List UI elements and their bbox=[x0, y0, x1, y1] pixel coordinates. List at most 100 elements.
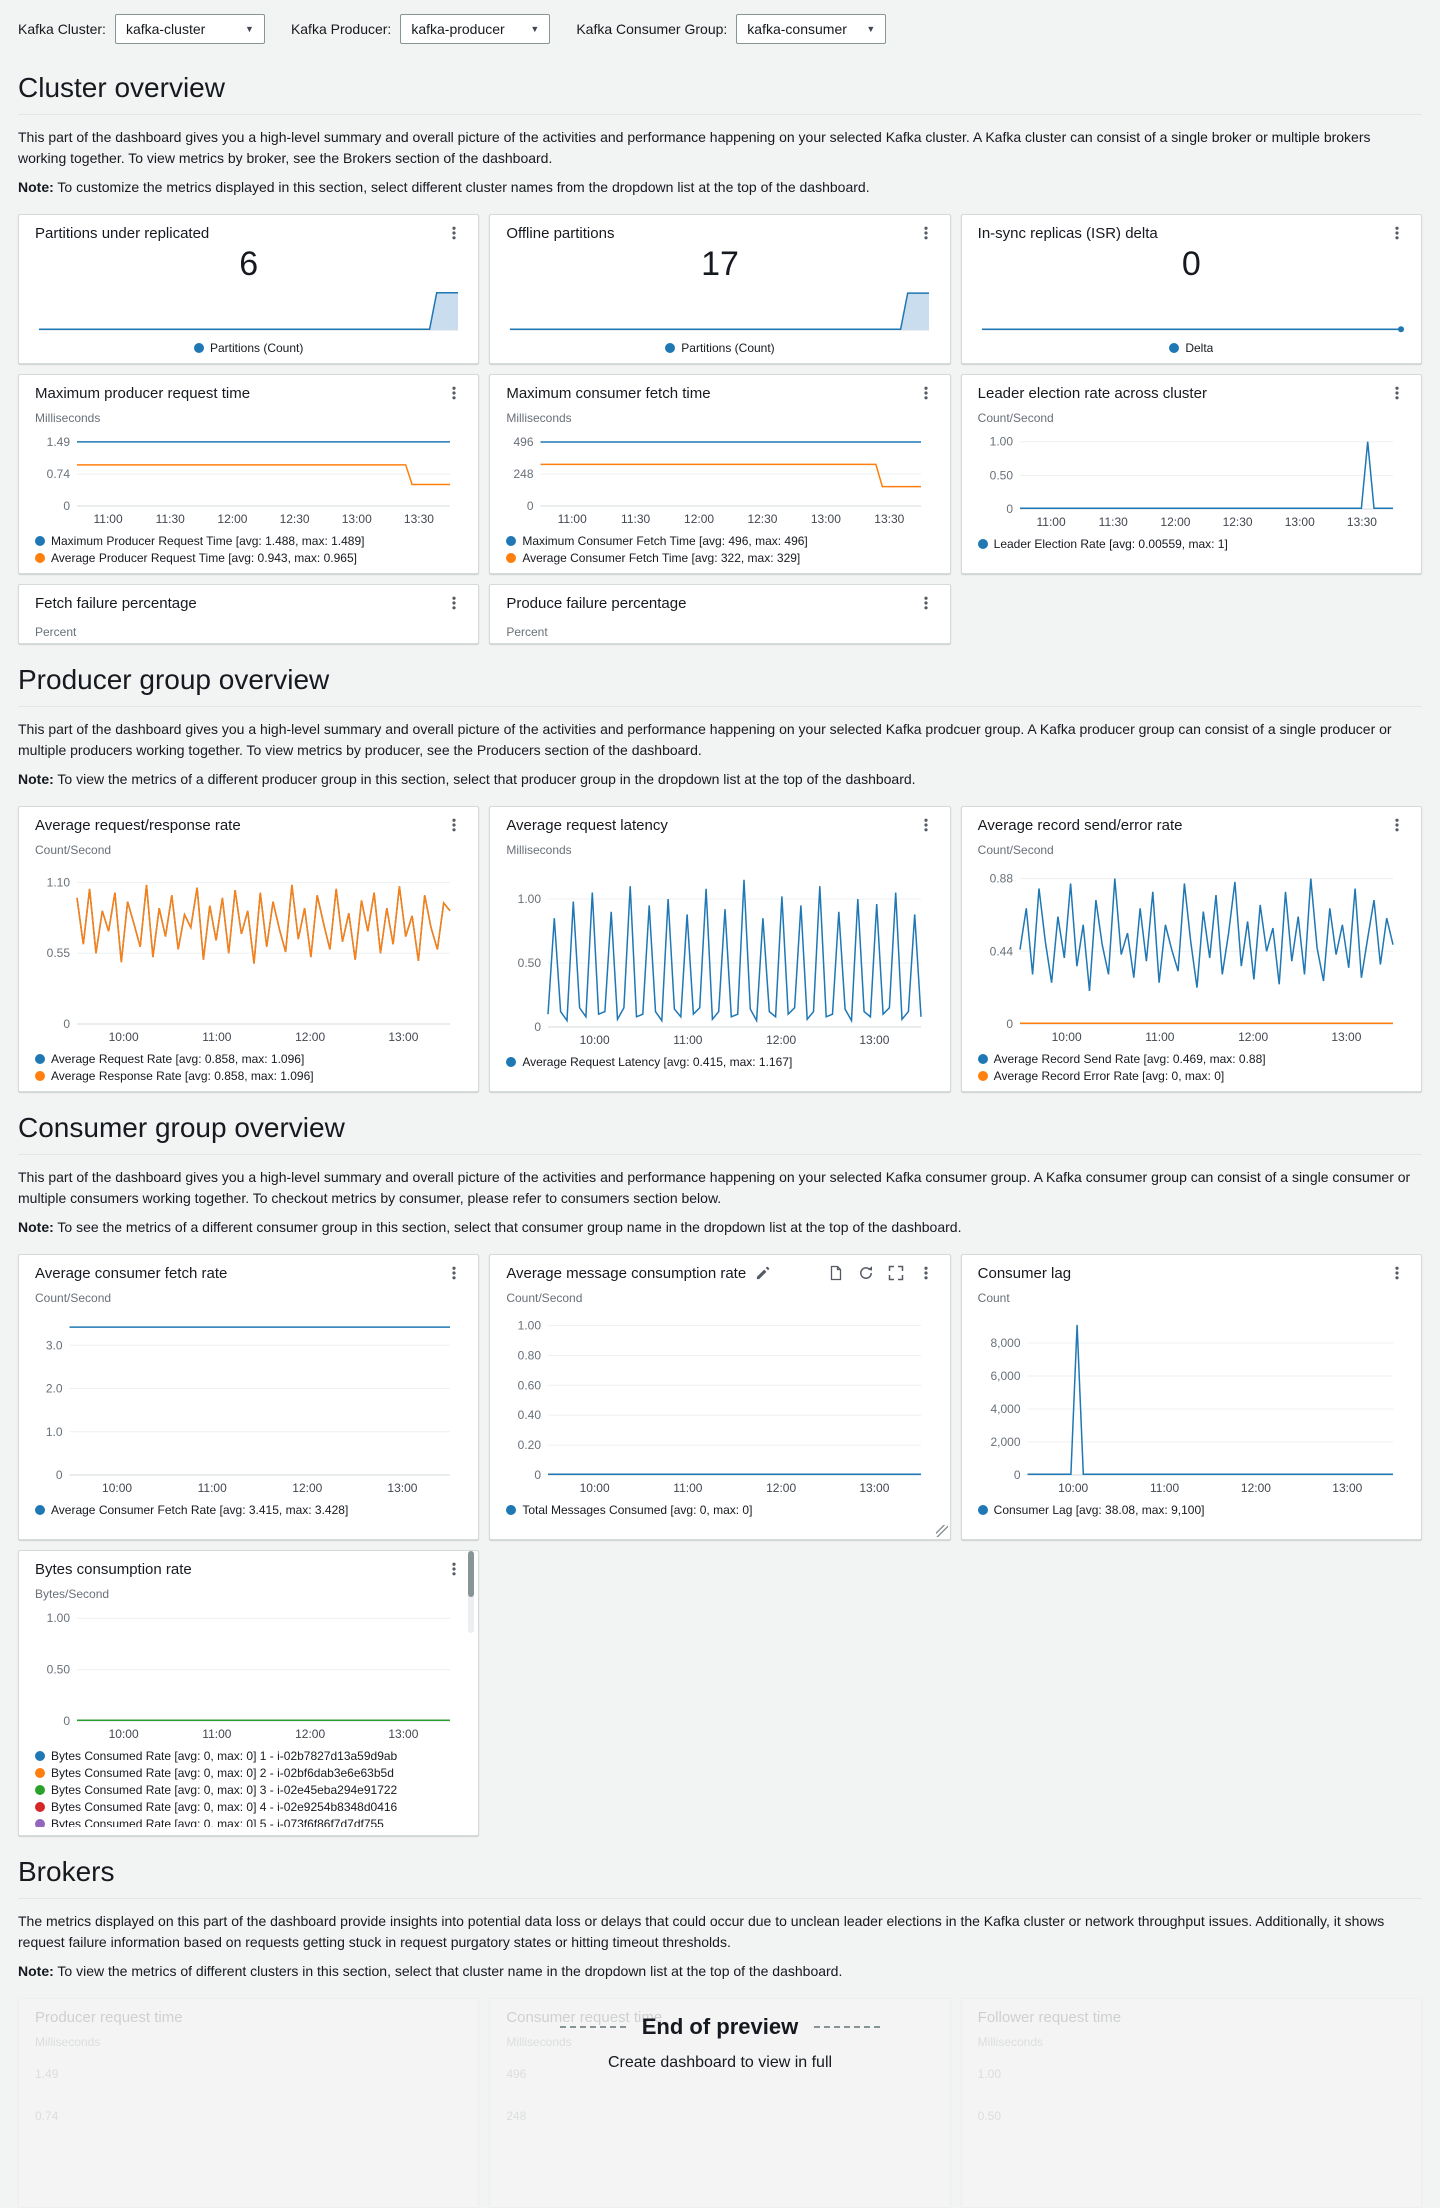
legend-item[interactable]: Bytes Consumed Rate [avg: 0, max: 0] 5 -… bbox=[35, 1817, 460, 1827]
kebab-menu-icon[interactable] bbox=[1389, 385, 1405, 401]
card-header: Fetch failure percentage bbox=[35, 595, 462, 613]
svg-text:13:30: 13:30 bbox=[404, 512, 434, 526]
metric-big-value: 6 bbox=[239, 245, 259, 283]
cluster-overview-note: Note: To customize the metrics displayed… bbox=[18, 177, 1422, 198]
expand-icon[interactable] bbox=[888, 1265, 904, 1281]
legend-color-dot bbox=[35, 1819, 45, 1827]
metric-big-value: 17 bbox=[701, 245, 739, 283]
legend-item[interactable]: Consumer Lag [avg: 38.08, max: 9,100] bbox=[977, 1503, 1405, 1517]
legend-item[interactable]: Average Consumer Fetch Time [avg: 322, m… bbox=[506, 551, 933, 565]
section-title-brokers: Brokers bbox=[18, 1852, 1422, 1899]
svg-text:11:00: 11:00 bbox=[198, 1481, 227, 1495]
kafka-cluster-select[interactable]: kafka-cluster ▼ bbox=[114, 14, 265, 44]
kebab-menu-icon[interactable] bbox=[1389, 817, 1405, 833]
kebab-menu-icon[interactable] bbox=[446, 385, 462, 401]
legend-item[interactable]: Maximum Consumer Fetch Time [avg: 496, m… bbox=[506, 534, 933, 548]
legend-item[interactable]: Average Producer Request Time [avg: 0.94… bbox=[35, 551, 462, 565]
export-icon[interactable] bbox=[828, 1265, 844, 1281]
kebab-menu-icon[interactable] bbox=[1389, 225, 1405, 241]
refresh-icon[interactable] bbox=[858, 1265, 874, 1281]
legend-item[interactable]: Average Response Rate [avg: 0.858, max: … bbox=[35, 1069, 462, 1083]
card-avg-record-send-error-rate: Average record send/error rate Count/Seco… bbox=[960, 806, 1422, 1092]
card-header: Average record send/error rate bbox=[978, 817, 1405, 835]
svg-text:1.0: 1.0 bbox=[46, 1425, 63, 1439]
note-text: To customize the metrics displayed in th… bbox=[57, 179, 870, 195]
svg-text:13:00: 13:00 bbox=[388, 1030, 418, 1044]
card-actions bbox=[918, 817, 934, 833]
kebab-menu-icon[interactable] bbox=[446, 595, 462, 611]
legend-item[interactable]: Delta bbox=[1169, 341, 1213, 355]
legend-label: Maximum Consumer Fetch Time [avg: 496, m… bbox=[522, 534, 808, 548]
svg-text:13:00: 13:00 bbox=[860, 1481, 890, 1495]
edit-pencil-icon[interactable] bbox=[755, 1266, 770, 1281]
card-actions bbox=[1389, 1265, 1405, 1281]
legend-item[interactable]: Average Request Rate [avg: 0.858, max: 1… bbox=[35, 1052, 462, 1066]
card-header: Offline partitions bbox=[506, 225, 933, 243]
legend-scroll-thumb[interactable] bbox=[468, 1551, 475, 1597]
legend-item[interactable]: Leader Election Rate [avg: 0.00559, max:… bbox=[977, 537, 1405, 551]
legend-color-dot bbox=[35, 536, 45, 546]
svg-text:12:00: 12:00 bbox=[766, 1481, 796, 1495]
legend-wrap: Average Consumer Fetch Rate [avg: 3.415,… bbox=[35, 1497, 462, 1517]
axis-unit-label: Count/Second bbox=[35, 843, 112, 857]
legend-label: Average Consumer Fetch Time [avg: 322, m… bbox=[522, 551, 801, 565]
kebab-menu-icon[interactable] bbox=[918, 817, 934, 833]
kebab-menu-icon[interactable] bbox=[446, 225, 462, 241]
kebab-menu-icon[interactable] bbox=[918, 1265, 934, 1281]
svg-text:12:00: 12:00 bbox=[295, 1030, 325, 1044]
kafka-producer-select[interactable]: kafka-producer ▼ bbox=[400, 14, 551, 44]
legend-item[interactable]: Partitions (Count) bbox=[193, 341, 303, 355]
axis-tick: 0.74 bbox=[35, 2109, 59, 2123]
kebab-menu-icon[interactable] bbox=[446, 1265, 462, 1281]
kebab-menu-icon[interactable] bbox=[1389, 1265, 1405, 1281]
legend-item[interactable]: Bytes Consumed Rate [avg: 0, max: 0] 1 -… bbox=[35, 1749, 460, 1763]
legend-wrap: Consumer Lag [avg: 38.08, max: 9,100] bbox=[977, 1497, 1405, 1517]
svg-text:13:00: 13:00 bbox=[1331, 1030, 1361, 1044]
kebab-menu-icon[interactable] bbox=[918, 385, 934, 401]
kebab-menu-icon[interactable] bbox=[918, 225, 934, 241]
svg-text:11:00: 11:00 bbox=[1036, 515, 1065, 529]
card-header: Bytes consumption rate bbox=[35, 1561, 462, 1579]
chart-legend: Maximum Consumer Fetch Time [avg: 496, m… bbox=[506, 534, 933, 565]
legend-wrap: Partitions (Count) bbox=[506, 335, 933, 355]
legend-item[interactable]: Average Request Latency [avg: 0.415, max… bbox=[506, 1055, 933, 1069]
card-actions bbox=[446, 225, 462, 241]
legend-wrap: Partitions (Count) bbox=[35, 335, 462, 355]
svg-text:0.50: 0.50 bbox=[47, 1663, 71, 1677]
svg-text:0: 0 bbox=[63, 1017, 70, 1031]
kafka-consumer-group-select[interactable]: kafka-consumer ▼ bbox=[736, 14, 887, 44]
end-of-preview-overlay: End of preview Create dashboard to view … bbox=[18, 2014, 1422, 2072]
legend-item[interactable]: Maximum Producer Request Time [avg: 1.48… bbox=[35, 534, 462, 548]
legend-label: Average Request Latency [avg: 0.415, max… bbox=[522, 1055, 793, 1069]
legend-item[interactable]: Average Record Error Rate [avg: 0, max: … bbox=[977, 1069, 1405, 1083]
svg-text:11:00: 11:00 bbox=[94, 512, 123, 526]
cluster-overview-description: This part of the dashboard gives you a h… bbox=[18, 129, 1371, 166]
legend-item[interactable]: Average Consumer Fetch Rate [avg: 3.415,… bbox=[35, 1503, 462, 1517]
chart-area: 496 248 0 11:00 11:30 12:00 12:30 13:00 13:30 bbox=[506, 427, 933, 528]
kebab-menu-icon[interactable] bbox=[446, 817, 462, 833]
legend-item[interactable]: Bytes Consumed Rate [avg: 0, max: 0] 4 -… bbox=[35, 1800, 460, 1814]
kebab-menu-icon[interactable] bbox=[918, 595, 934, 611]
chart-area bbox=[506, 284, 933, 335]
legend-color-dot bbox=[35, 1785, 45, 1795]
legend-scrollbar[interactable] bbox=[468, 1551, 475, 1633]
svg-text:12:00: 12:00 bbox=[1160, 515, 1190, 529]
consumer-group-note: Note: To see the metrics of a different … bbox=[18, 1217, 1422, 1238]
svg-text:0.80: 0.80 bbox=[518, 1348, 542, 1362]
legend-item[interactable]: Total Messages Consumed [avg: 0, max: 0] bbox=[506, 1503, 933, 1517]
legend-item[interactable]: Partitions (Count) bbox=[665, 341, 775, 355]
svg-text:12:00: 12:00 bbox=[1238, 1030, 1268, 1044]
card-title: Average request/response rate bbox=[35, 817, 241, 834]
legend-color-dot bbox=[35, 1505, 45, 1515]
kebab-menu-icon[interactable] bbox=[446, 1561, 462, 1577]
legend-item[interactable]: Bytes Consumed Rate [avg: 0, max: 0] 2 -… bbox=[35, 1766, 460, 1780]
legend-item[interactable]: Bytes Consumed Rate [avg: 0, max: 0] 3 -… bbox=[35, 1783, 460, 1797]
resize-handle-icon[interactable] bbox=[935, 1525, 948, 1537]
card-header: Maximum producer request time bbox=[35, 385, 462, 403]
svg-text:0: 0 bbox=[527, 499, 534, 513]
card-title: In-sync replicas (ISR) delta bbox=[977, 225, 1158, 242]
chart-area: 1.00 0.50 0 10:00 11:00 12:00 13:00 bbox=[506, 859, 933, 1049]
card-produce-failure-percentage: Produce failure percentage Percent bbox=[489, 584, 951, 644]
legend-item[interactable]: Average Record Send Rate [avg: 0.469, ma… bbox=[977, 1052, 1405, 1066]
svg-text:0.74: 0.74 bbox=[47, 467, 71, 481]
